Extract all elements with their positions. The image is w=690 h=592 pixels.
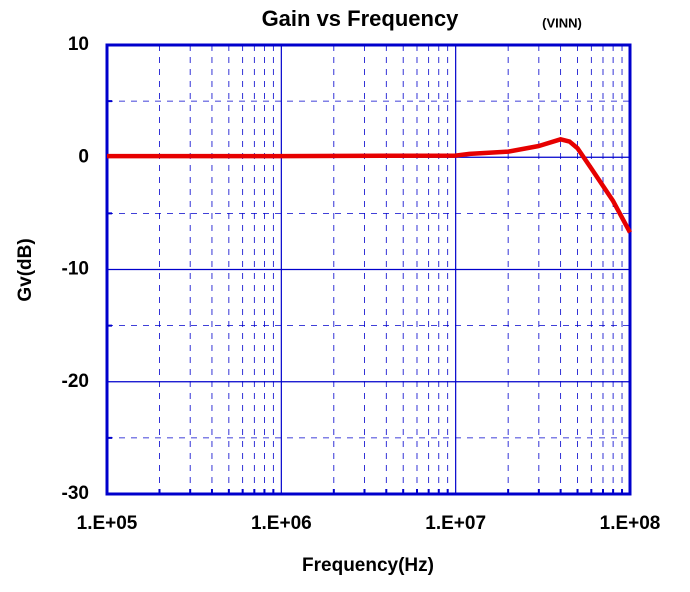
x-tick-label: 1.E+08	[600, 513, 661, 534]
y-tick-label: -10	[62, 259, 89, 280]
y-axis-label: Gv(dB)	[15, 238, 36, 301]
data-line	[107, 137, 632, 234]
x-tick-label: 1.E+07	[425, 513, 486, 534]
plot-frame	[105, 43, 632, 496]
y-tick-label: -30	[62, 483, 89, 504]
y-tick-label: 0	[78, 146, 89, 167]
annotation: (VINN)	[542, 15, 582, 30]
y-tick-label: -20	[62, 371, 89, 392]
x-tick-label: 1.E+06	[251, 513, 312, 534]
x-axis-label: Frequency(Hz)	[302, 555, 434, 576]
y-tick-label: 10	[68, 34, 89, 55]
chart-title: Gain vs Frequency	[262, 6, 460, 31]
x-tick-label: 1.E+05	[77, 513, 138, 534]
